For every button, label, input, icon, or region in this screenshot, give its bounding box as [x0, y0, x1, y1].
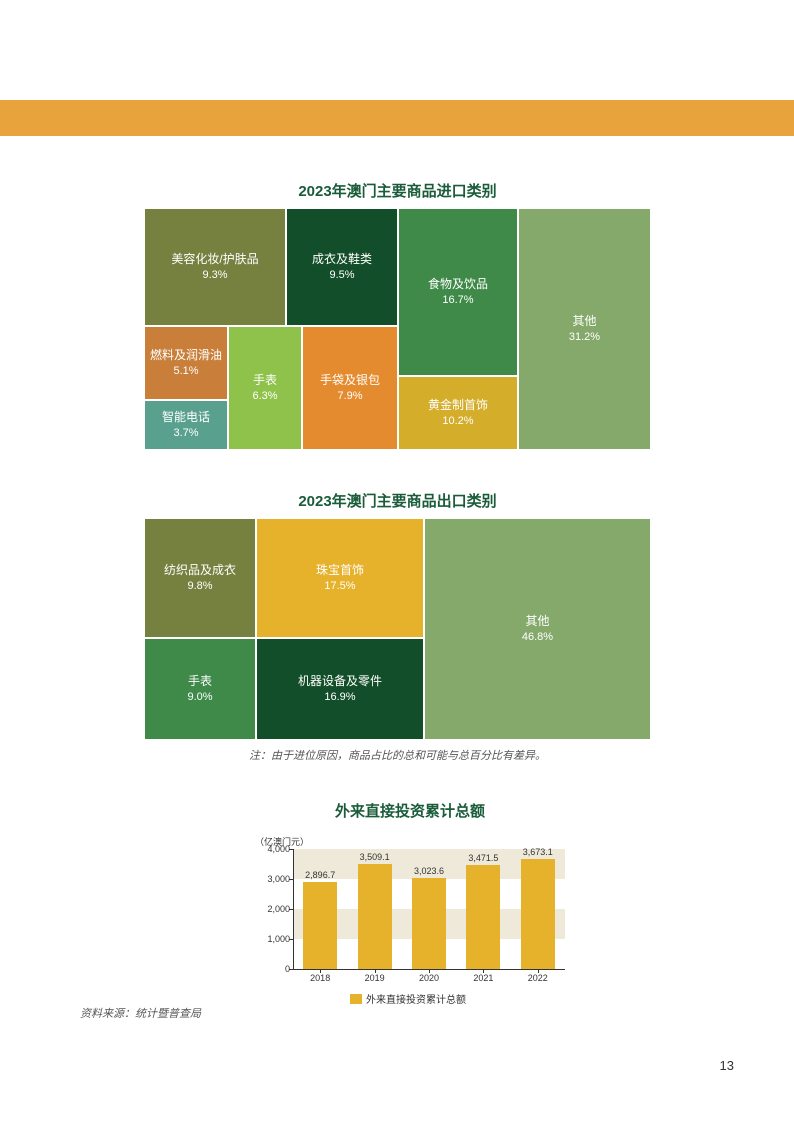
cell-label: 珠宝首饰 — [316, 562, 364, 579]
fdi-barchart: （亿澳门元）01,0002,0003,0004,0002,896.720183,… — [255, 829, 565, 999]
bar-value-label: 3,509.1 — [355, 852, 395, 862]
cell-value: 16.9% — [324, 690, 355, 705]
cell-value: 31.2% — [569, 330, 600, 345]
x-tick-label: 2020 — [409, 973, 449, 983]
cell-label: 机器设备及零件 — [298, 673, 382, 690]
cell-label: 智能电话 — [162, 409, 210, 426]
treemap-cell: 手表9.0% — [145, 639, 255, 739]
cell-value: 9.5% — [329, 268, 354, 283]
treemap-cell: 食物及饮品16.7% — [399, 209, 517, 375]
fdi-legend: 外来直接投资累计总额 — [350, 991, 466, 1006]
source-note: 资料来源：统计暨普查局 — [80, 1005, 201, 1021]
x-tick-label: 2021 — [463, 973, 503, 983]
treemap-cell: 燃料及润滑油5.1% — [145, 327, 227, 399]
y-tick-label: 4,000 — [258, 844, 290, 854]
cell-label: 黄金制首饰 — [428, 397, 488, 414]
y-tick-label: 3,000 — [258, 874, 290, 884]
fdi-bar — [521, 859, 555, 969]
treemap-cell: 手袋及银包7.9% — [303, 327, 397, 449]
treemap-cell: 手表6.3% — [229, 327, 301, 449]
legend-swatch — [350, 994, 362, 1004]
treemap-cell: 纺织品及成衣9.8% — [145, 519, 255, 637]
page-number: 13 — [720, 1058, 734, 1073]
cell-value: 3.7% — [173, 426, 198, 441]
y-tick-label: 1,000 — [258, 934, 290, 944]
cell-value: 5.1% — [173, 364, 198, 379]
legend-label: 外来直接投资累计总额 — [366, 991, 466, 1006]
x-tick — [320, 969, 321, 973]
x-tick-label: 2018 — [300, 973, 340, 983]
cell-value: 46.8% — [522, 630, 553, 645]
y-tick-label: 2,000 — [258, 904, 290, 914]
exports-title: 2023年澳门主要商品出口类别 — [145, 490, 650, 511]
bar-value-label: 2,896.7 — [300, 870, 340, 880]
fdi-bar — [412, 878, 446, 969]
treemap-cell: 其他46.8% — [425, 519, 650, 739]
fdi-title: 外来直接投资累计总额 — [245, 800, 575, 821]
treemap-cell: 其他31.2% — [519, 209, 650, 449]
cell-label: 美容化妆/护肤品 — [171, 251, 258, 268]
exports-treemap: 纺织品及成衣9.8%珠宝首饰17.5%其他46.8%手表9.0%机器设备及零件1… — [145, 519, 650, 739]
bar-value-label: 3,023.6 — [409, 866, 449, 876]
cell-label: 其他 — [525, 613, 549, 630]
fdi-bar — [303, 882, 337, 969]
cell-value: 9.3% — [202, 268, 227, 283]
imports-treemap: 美容化妆/护肤品9.3%成衣及鞋类9.5%食物及饮品16.7%其他31.2%燃料… — [145, 209, 650, 449]
header-accent-bar — [0, 100, 794, 136]
cell-label: 手表 — [253, 372, 277, 389]
y-tick-label: 0 — [258, 964, 290, 974]
treemap-cell: 智能电话3.7% — [145, 401, 227, 449]
imports-title: 2023年澳门主要商品进口类别 — [145, 180, 650, 201]
fdi-bar — [358, 864, 392, 969]
y-axis-line — [293, 849, 294, 969]
cell-label: 食物及饮品 — [428, 276, 488, 293]
treemap-cell: 美容化妆/护肤品9.3% — [145, 209, 285, 325]
bar-value-label: 3,471.5 — [463, 853, 503, 863]
treemap-cell: 机器设备及零件16.9% — [257, 639, 423, 739]
cell-label: 手表 — [188, 673, 212, 690]
x-tick — [429, 969, 430, 973]
cell-label: 燃料及润滑油 — [150, 347, 222, 364]
treemap-cell: 成衣及鞋类9.5% — [287, 209, 397, 325]
imports-section: 2023年澳门主要商品进口类别 美容化妆/护肤品9.3%成衣及鞋类9.5%食物及… — [145, 180, 650, 449]
fdi-section: 外来直接投资累计总额 （亿澳门元）01,0002,0003,0004,0002,… — [245, 800, 575, 999]
x-tick — [538, 969, 539, 973]
exports-section: 2023年澳门主要商品出口类别 纺织品及成衣9.8%珠宝首饰17.5%其他46.… — [145, 490, 650, 763]
cell-value: 10.2% — [442, 414, 473, 429]
x-tick-label: 2022 — [518, 973, 558, 983]
bar-value-label: 3,673.1 — [518, 847, 558, 857]
cell-value: 9.0% — [187, 690, 212, 705]
cell-label: 其他 — [572, 313, 596, 330]
exports-note: 注：由于进位原因，商品占比的总和可能与总百分比有差异。 — [145, 747, 650, 763]
cell-value: 17.5% — [324, 579, 355, 594]
treemap-cell: 珠宝首饰17.5% — [257, 519, 423, 637]
x-tick-label: 2019 — [355, 973, 395, 983]
cell-label: 成衣及鞋类 — [312, 251, 372, 268]
cell-label: 纺织品及成衣 — [164, 562, 236, 579]
cell-value: 7.9% — [337, 389, 362, 404]
x-tick — [375, 969, 376, 973]
cell-value: 16.7% — [442, 293, 473, 308]
cell-value: 9.8% — [187, 579, 212, 594]
cell-value: 6.3% — [252, 389, 277, 404]
fdi-bar — [466, 865, 500, 969]
cell-label: 手袋及银包 — [320, 372, 380, 389]
treemap-cell: 黄金制首饰10.2% — [399, 377, 517, 449]
x-tick — [483, 969, 484, 973]
